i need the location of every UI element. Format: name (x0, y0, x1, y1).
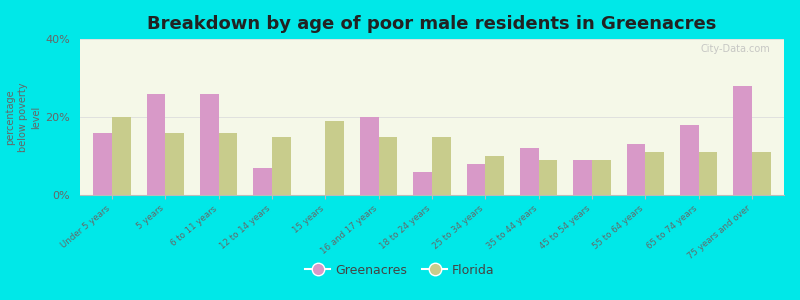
Bar (360, 117, 378, 195)
Bar (626, 144, 646, 195)
Text: City-Data.com: City-Data.com (700, 44, 770, 54)
Bar (146, 94, 166, 195)
Bar (414, 172, 432, 195)
Bar (752, 152, 770, 195)
Bar (486, 156, 504, 195)
Bar (698, 152, 718, 195)
Bar (432, 136, 450, 195)
Y-axis label: percentage
below poverty
level: percentage below poverty level (5, 82, 42, 152)
Bar (218, 133, 238, 195)
Bar (94, 133, 112, 195)
Bar (520, 148, 538, 195)
Bar (326, 121, 344, 195)
Bar (112, 117, 130, 195)
Bar (592, 160, 610, 195)
Bar (574, 160, 592, 195)
Bar (254, 168, 272, 195)
Title: Breakdown by age of poor male residents in Greenacres: Breakdown by age of poor male residents … (147, 15, 717, 33)
Bar (538, 160, 558, 195)
Legend: Greenacres, Florida: Greenacres, Florida (300, 259, 500, 282)
Bar (466, 164, 486, 195)
Bar (272, 136, 290, 195)
Bar (734, 86, 752, 195)
Bar (680, 125, 698, 195)
Bar (200, 94, 218, 195)
Bar (646, 152, 664, 195)
Bar (378, 136, 398, 195)
Bar (166, 133, 184, 195)
